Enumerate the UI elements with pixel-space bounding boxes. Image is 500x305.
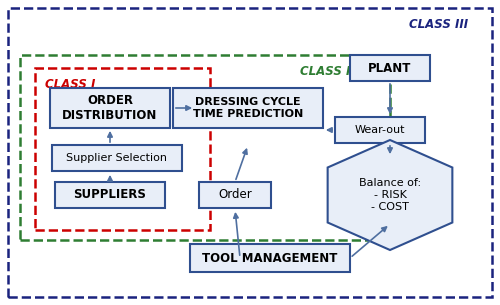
FancyBboxPatch shape — [350, 55, 430, 81]
Text: PLANT: PLANT — [368, 62, 412, 74]
Polygon shape — [328, 140, 452, 250]
Text: DRESSING CYCLE
TIME PREDICTION: DRESSING CYCLE TIME PREDICTION — [193, 97, 303, 119]
Text: CLASS II: CLASS II — [300, 65, 355, 78]
Text: Supplier Selection: Supplier Selection — [66, 153, 168, 163]
Text: Wear-out: Wear-out — [355, 125, 405, 135]
Text: CLASS I: CLASS I — [45, 78, 96, 91]
FancyBboxPatch shape — [173, 88, 323, 128]
FancyBboxPatch shape — [55, 182, 165, 208]
Text: CLASS III: CLASS III — [409, 18, 468, 31]
Text: Balance of:
- RISK
- COST: Balance of: - RISK - COST — [359, 178, 421, 212]
FancyBboxPatch shape — [335, 117, 425, 143]
Text: ORDER
DISTRIBUTION: ORDER DISTRIBUTION — [62, 94, 158, 122]
Text: Order: Order — [218, 188, 252, 202]
FancyBboxPatch shape — [52, 145, 182, 171]
FancyBboxPatch shape — [199, 182, 271, 208]
FancyBboxPatch shape — [190, 244, 350, 272]
Text: TOOL MANAGEMENT: TOOL MANAGEMENT — [202, 252, 338, 264]
FancyBboxPatch shape — [50, 88, 170, 128]
Bar — [35, 68, 210, 230]
Text: SUPPLIERS: SUPPLIERS — [74, 188, 146, 202]
Bar — [20, 55, 390, 240]
